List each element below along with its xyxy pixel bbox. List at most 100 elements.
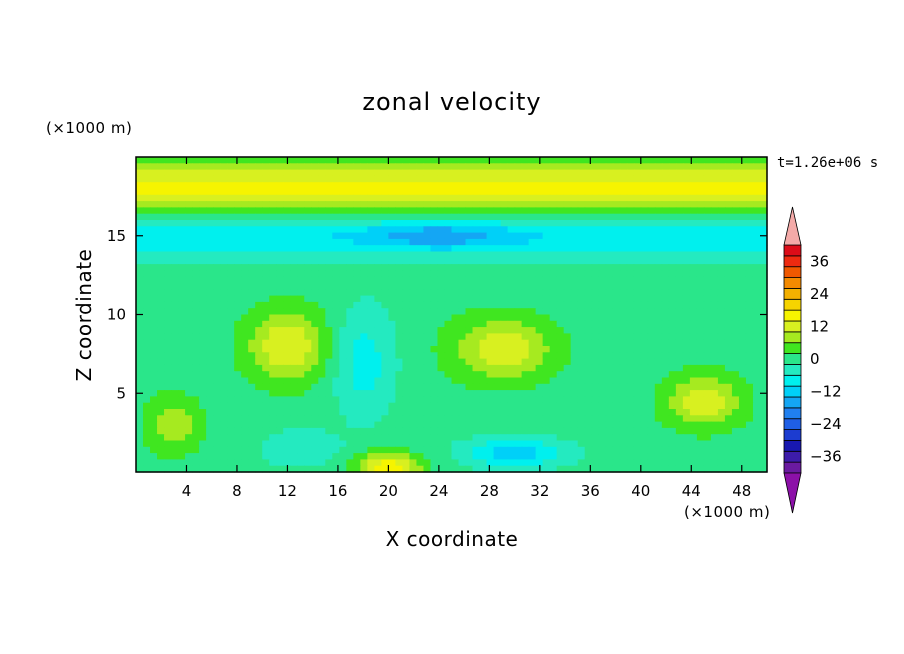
contour-cell [416,226,425,234]
contour-cell [535,276,544,284]
contour-cell [150,383,158,391]
contour-cell [591,421,600,429]
contour-cell [353,226,361,234]
contour-cell [542,182,551,190]
contour-cell [178,257,186,265]
contour-cell [500,220,509,227]
contour-cell [402,383,411,391]
contour-cell [759,163,768,171]
contour-cell [605,194,614,202]
contour-cell [549,402,558,410]
contour-cell [584,358,593,366]
contour-cell [619,459,628,467]
contour-cell [269,377,277,385]
contour-cell [178,346,186,353]
colorbar-level [783,255,802,268]
contour-cell [591,270,600,278]
contour-cell [738,169,747,177]
contour-cell [738,232,747,240]
contour-cell [598,301,607,309]
contour-cell [360,207,368,215]
contour-cell [619,427,628,435]
contour-cell [416,333,425,341]
contour-cell [661,346,670,353]
contour-cell [262,232,270,240]
contour-cell [752,276,761,284]
contour-cell [696,207,705,215]
contour-cell [318,427,326,435]
contour-cell [654,440,663,448]
contour-cell [185,314,193,322]
contour-cell [416,220,425,227]
contour-cell [248,251,256,259]
contour-cell [395,371,404,379]
contour-cell [157,377,165,385]
contour-cell [325,459,333,467]
contour-cell [640,182,649,190]
contour-cell [591,434,600,442]
contour-cell [528,232,537,240]
contour-cell [136,352,144,360]
contour-cell [318,213,326,221]
contour-cell [164,175,172,183]
contour-cell [472,346,481,353]
contour-cell [339,427,347,435]
contour-cell [752,157,761,164]
contour-cell [465,314,474,322]
contour-cell [458,346,467,353]
contour-cell [563,453,572,460]
contour-cell [626,308,635,316]
contour-cell [486,175,495,183]
contour-cell [640,390,649,397]
contour-cell [276,283,284,290]
contour-cell [682,289,691,297]
contour-cell [276,213,284,221]
contour-cell [437,257,446,265]
contour-cell [178,194,186,202]
contour-cell [360,364,368,372]
contour-cell [479,220,488,227]
contour-cell [514,453,523,460]
contour-cell [668,301,677,309]
contour-cell [619,201,628,208]
contour-cell [514,383,523,391]
contour-cell [157,226,165,234]
contour-cell [675,276,684,284]
contour-cell [157,409,165,416]
contour-cell [374,465,382,473]
contour-cell [318,295,326,303]
contour-cell [556,283,565,290]
contour-cell [605,264,614,271]
contour-cell [318,289,326,297]
contour-cell [227,220,235,227]
contour-cell [255,182,263,190]
contour-cell [640,333,649,341]
contour-cell [675,188,684,196]
contour-cell [654,409,663,416]
contour-cell [353,352,361,360]
contour-cell [535,213,544,221]
contour-cell [451,157,460,164]
contour-cell [423,346,432,353]
contour-cell [199,201,207,208]
contour-cell [570,333,579,341]
contour-cell [430,251,439,259]
contour-cell [661,283,670,290]
contour-cell [710,314,719,322]
contour-cell [675,377,684,385]
contour-cell [430,364,439,372]
contour-cell [325,465,333,473]
contour-cell [493,182,502,190]
contour-cell [395,390,404,397]
contour-cell [584,333,593,341]
contour-cell [598,396,607,404]
contour-cell [192,364,200,372]
contour-cell [409,157,418,164]
contour-cell [549,163,558,171]
y-axis-unit: (×1000 m) [46,119,133,137]
contour-cell [598,232,607,240]
contour-cell [360,377,368,385]
contour-cell [731,383,740,391]
contour-cell [584,402,593,410]
contour-cell [325,339,333,347]
